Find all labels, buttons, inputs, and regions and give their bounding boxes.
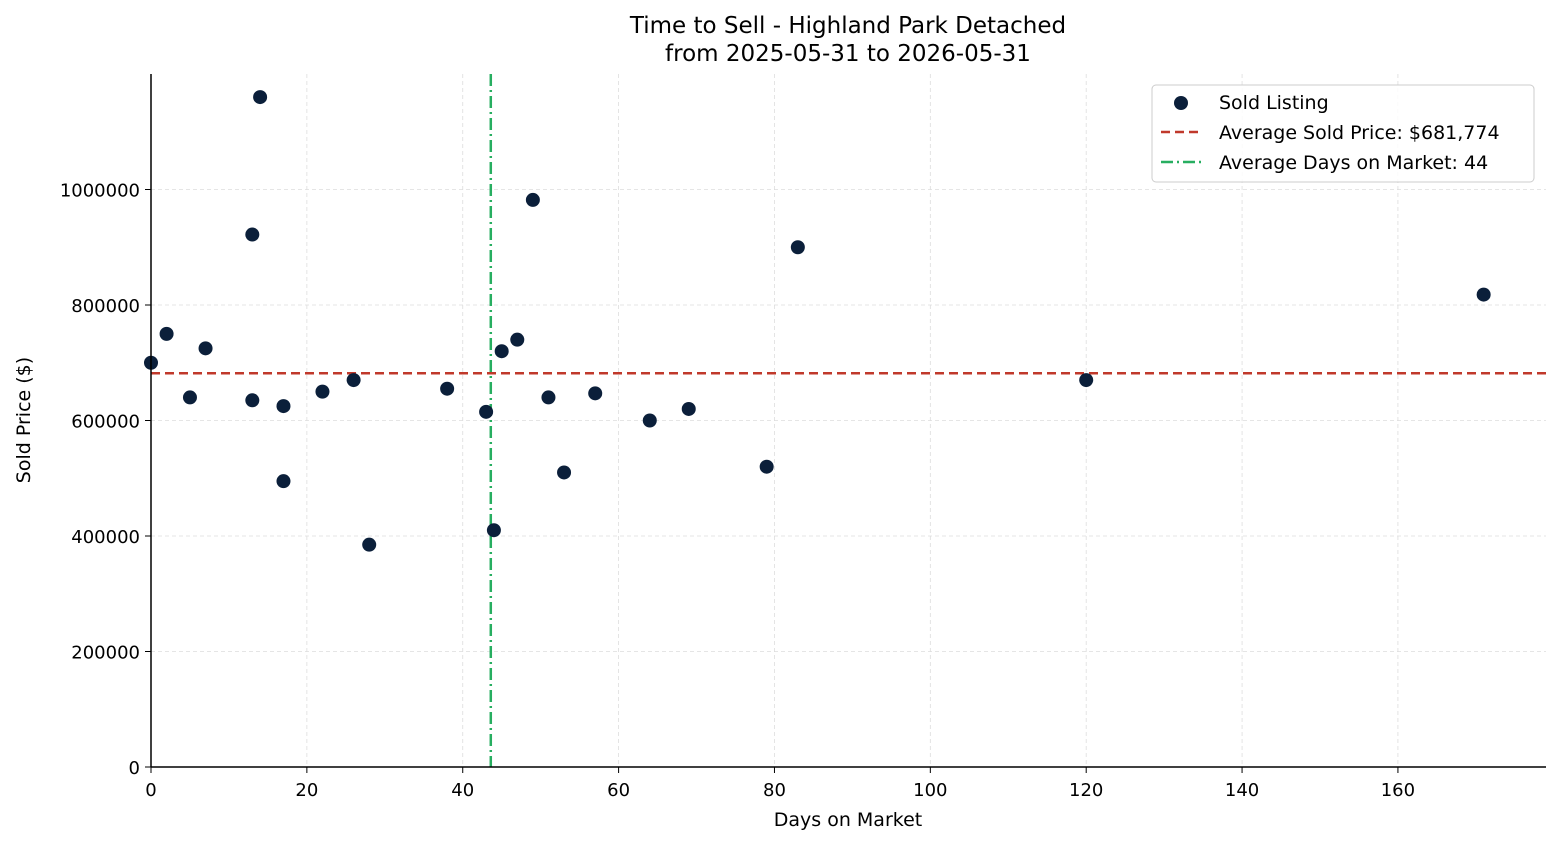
x-axis-label: Days on Market <box>774 809 922 831</box>
legend-label-sold-listing: Sold Listing <box>1219 92 1329 114</box>
x-tick-label: 0 <box>145 780 156 801</box>
y-tick-label: 1000000 <box>60 181 140 202</box>
y-axis-label: Sold Price ($) <box>13 357 35 483</box>
data-point <box>557 465 572 480</box>
data-point <box>681 401 696 416</box>
data-point <box>479 404 494 419</box>
data-point <box>346 373 361 388</box>
chart-subtitle: from 2025-05-31 to 2026-05-31 <box>665 41 1031 67</box>
x-tick-label: 120 <box>1069 780 1103 801</box>
y-tick-label: 400000 <box>71 527 140 548</box>
data-points <box>144 90 1491 552</box>
data-point <box>253 90 268 105</box>
x-tick-label: 20 <box>295 780 318 801</box>
reference-lines <box>151 74 1546 767</box>
chart-title: Time to Sell - Highland Park Detached <box>629 13 1066 39</box>
data-point <box>588 386 603 401</box>
data-point <box>440 381 455 396</box>
grid <box>150 74 1546 768</box>
ticks: 0 20 40 60 80 100 120 140 160 0 200000 400000 600000… <box>60 181 1415 802</box>
data-point <box>642 413 657 428</box>
data-point <box>494 344 509 359</box>
data-point <box>1079 373 1094 388</box>
x-tick-label: 160 <box>1381 780 1415 801</box>
legend-box <box>1151 84 1535 183</box>
y-tick-label: 0 <box>129 758 140 779</box>
data-point <box>276 474 291 489</box>
data-point <box>245 227 260 242</box>
y-tick-label: 800000 <box>71 296 140 317</box>
data-point <box>790 240 805 255</box>
x-tick-label: 80 <box>763 780 786 801</box>
legend: Sold Listing Average Sold Price: $681,77… <box>1151 84 1535 183</box>
data-point <box>1476 287 1491 302</box>
x-tick-label: 40 <box>451 780 474 801</box>
data-point <box>510 332 525 347</box>
data-point <box>159 326 174 341</box>
legend-label-avg-price: Average Sold Price: $681,774 <box>1219 122 1500 144</box>
data-point <box>198 341 213 356</box>
legend-marker-sold-listing <box>1174 96 1188 110</box>
x-tick-label: 60 <box>607 780 630 801</box>
data-point <box>245 393 260 408</box>
data-point <box>541 390 556 405</box>
y-tick-label: 600000 <box>71 412 140 433</box>
data-point <box>362 537 377 552</box>
data-point <box>525 192 540 207</box>
x-tick-label: 100 <box>913 780 947 801</box>
data-point <box>486 523 501 538</box>
y-tick-label: 200000 <box>71 643 140 664</box>
data-point <box>315 384 330 399</box>
data-point <box>759 459 774 474</box>
data-point <box>182 390 197 405</box>
data-point <box>276 399 291 414</box>
legend-label-avg-days: Average Days on Market: 44 <box>1219 152 1488 174</box>
x-tick-label: 140 <box>1225 780 1259 801</box>
